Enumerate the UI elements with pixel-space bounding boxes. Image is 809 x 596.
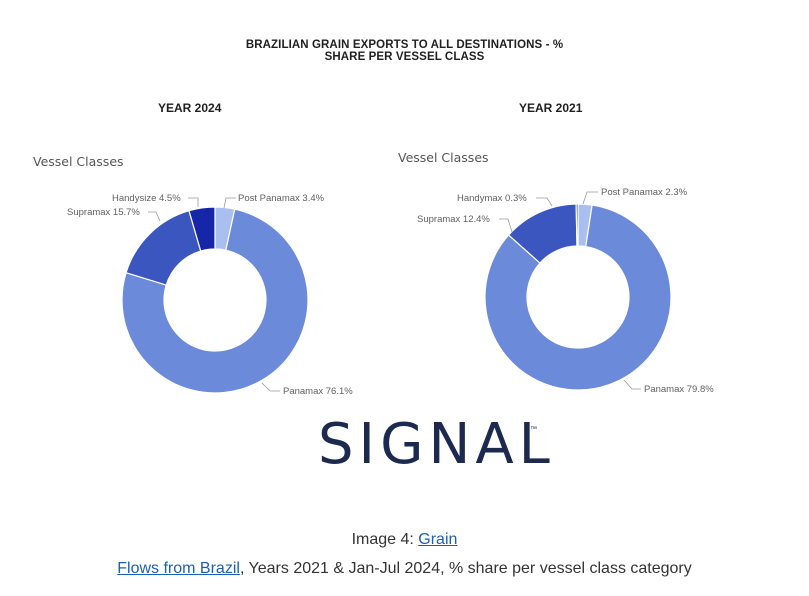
data-label-panamax: Panamax 76.1% bbox=[283, 386, 353, 397]
caption-link-grain[interactable]: Grain bbox=[418, 531, 458, 548]
chart-2024-title: YEAR 2024 bbox=[158, 101, 222, 115]
data-label-supramax: Supramax 15.7% bbox=[67, 207, 140, 218]
data-label-panamax: Panamax 79.8% bbox=[644, 384, 714, 395]
leader-line bbox=[261, 382, 280, 392]
caption-prefix: Image 4: bbox=[351, 531, 419, 548]
leader-line bbox=[536, 197, 553, 207]
data-label-handymax: Handymax 0.3% bbox=[457, 193, 527, 204]
leader-line bbox=[499, 218, 513, 233]
data-label-handysize: Handysize 4.5% bbox=[112, 193, 181, 204]
leader-line bbox=[623, 379, 641, 390]
leader-line bbox=[582, 191, 598, 205]
donut-slice-panamax bbox=[121, 208, 309, 394]
chart-title-line2: SHARE PER VESSEL CLASS bbox=[324, 51, 485, 63]
chart-2021-title: YEAR 2021 bbox=[519, 101, 583, 115]
caption-line2: Flows from Brazil, Years 2021 & Jan-Jul … bbox=[0, 560, 809, 578]
leader-line bbox=[223, 197, 236, 209]
leader-line bbox=[148, 211, 161, 222]
leader-line bbox=[188, 197, 199, 207]
caption-link-flows[interactable]: Flows from Brazil bbox=[117, 560, 240, 577]
legend-title-2024: Vessel Classes bbox=[33, 154, 124, 169]
chart-title-line1: BRAZILIAN GRAIN EXPORTS TO ALL DESTINATI… bbox=[245, 39, 564, 51]
signal-logo: SIGNAL bbox=[318, 412, 555, 477]
data-label-post-panamax: Post Panamax 2.3% bbox=[601, 187, 688, 198]
donut-slice-supramax bbox=[125, 209, 202, 286]
donut-slice-handysize bbox=[188, 206, 216, 252]
data-label-post-panamax: Post Panamax 3.4% bbox=[238, 193, 325, 204]
legend-title-2021: Vessel Classes bbox=[398, 150, 489, 165]
logo-trademark: ™ bbox=[530, 426, 537, 433]
caption-suffix: , Years 2021 & Jan-Jul 2024, % share per… bbox=[239, 560, 692, 577]
donut-slice-panamax bbox=[484, 204, 672, 391]
caption-line1: Image 4: Grain bbox=[0, 531, 809, 549]
donut-slice-handymax bbox=[575, 203, 579, 247]
data-label-supramax: Supramax 12.4% bbox=[417, 214, 490, 225]
